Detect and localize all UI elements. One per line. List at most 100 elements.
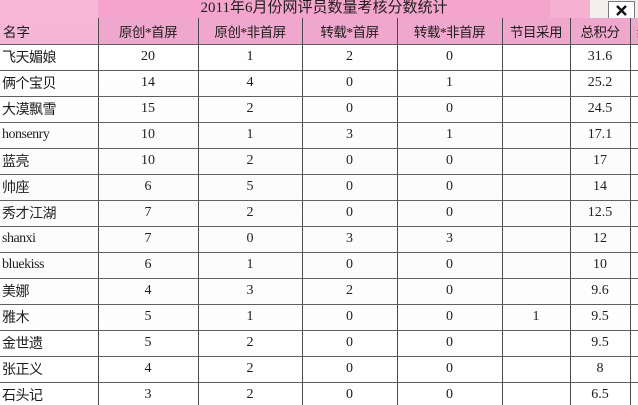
cell-total[interactable]: 9.5 (570, 304, 631, 331)
cell-orig-first[interactable]: 6 (98, 252, 199, 279)
cell-repost-first[interactable]: 0 (302, 200, 398, 227)
table-row[interactable]: 张正义42008B200 (0, 356, 638, 383)
cell-level[interactable]: B (630, 278, 638, 305)
cell-program-used[interactable] (502, 356, 571, 383)
cell-name[interactable]: 帅座 (0, 174, 99, 201)
cell-total[interactable]: 17.1 (570, 122, 631, 149)
cell-total[interactable]: 25.2 (570, 70, 631, 97)
column-header-program-used[interactable]: 节目采用 (502, 18, 571, 45)
cell-program-used[interactable]: 1 (502, 304, 571, 331)
cell-total[interactable]: 8 (570, 356, 631, 383)
cell-orig-first[interactable]: 3 (98, 382, 199, 405)
cell-level[interactable]: B (630, 382, 638, 405)
cell-name[interactable]: 蓝亮 (0, 148, 99, 175)
cell-program-used[interactable] (502, 382, 571, 405)
cell-level[interactable]: B (630, 252, 638, 279)
cell-total[interactable]: 14 (570, 174, 631, 201)
cell-orig-nonfirst[interactable]: 1 (198, 122, 303, 149)
cell-orig-nonfirst[interactable]: 2 (198, 200, 303, 227)
cell-name[interactable]: 美娜 (0, 278, 99, 305)
column-header-orig-nonfirst[interactable]: 原创*非首屏 (198, 18, 303, 45)
cell-orig-first[interactable]: 4 (98, 278, 199, 305)
cell-total[interactable]: 9.6 (570, 278, 631, 305)
cell-total[interactable]: 17 (570, 148, 631, 175)
cell-repost-nonfirst[interactable]: 1 (397, 70, 503, 97)
column-header-repost-nonfirst[interactable]: 转载*非首屏 (397, 18, 503, 45)
cell-level[interactable]: S (630, 96, 638, 123)
cell-level[interactable]: S (630, 70, 638, 97)
cell-orig-nonfirst[interactable]: 5 (198, 174, 303, 201)
cell-repost-first[interactable]: 0 (302, 330, 398, 357)
cell-repost-first[interactable]: 0 (302, 70, 398, 97)
cell-orig-first[interactable]: 5 (98, 304, 199, 331)
cell-program-used[interactable] (502, 96, 571, 123)
cell-orig-nonfirst[interactable]: 3 (198, 278, 303, 305)
cell-program-used[interactable] (502, 70, 571, 97)
cell-program-used[interactable] (502, 200, 571, 227)
cell-total[interactable]: 31.6 (570, 44, 631, 71)
column-header-repost-first[interactable]: 转载*首屏 (302, 18, 398, 45)
cell-level[interactable]: B (630, 356, 638, 383)
cell-repost-nonfirst[interactable]: 0 (397, 96, 503, 123)
cell-orig-nonfirst[interactable]: 1 (198, 304, 303, 331)
cell-repost-first[interactable]: 2 (302, 44, 398, 71)
cell-orig-first[interactable]: 14 (98, 70, 199, 97)
cell-orig-first[interactable]: 10 (98, 148, 199, 175)
cell-repost-nonfirst[interactable]: 0 (397, 330, 503, 357)
cell-repost-first[interactable]: 0 (302, 252, 398, 279)
cell-level[interactable]: A (630, 200, 638, 227)
cell-repost-nonfirst[interactable]: 0 (397, 304, 503, 331)
table-row[interactable]: 帅座650014A300 (0, 174, 638, 201)
cell-name[interactable]: 秀才江湖 (0, 200, 99, 227)
cell-orig-first[interactable]: 7 (98, 226, 199, 253)
cell-orig-nonfirst[interactable]: 2 (198, 356, 303, 383)
cell-orig-first[interactable]: 5 (98, 330, 199, 357)
cell-repost-nonfirst[interactable]: 0 (397, 44, 503, 71)
cell-repost-nonfirst[interactable]: 1 (397, 122, 503, 149)
cell-repost-nonfirst[interactable]: 0 (397, 174, 503, 201)
cell-orig-first[interactable]: 15 (98, 96, 199, 123)
cell-total[interactable]: 9.5 (570, 330, 631, 357)
cell-orig-first[interactable]: 7 (98, 200, 199, 227)
cell-program-used[interactable] (502, 44, 571, 71)
cell-name[interactable]: 飞天媚娘 (0, 44, 99, 71)
cell-repost-first[interactable]: 0 (302, 304, 398, 331)
cell-orig-nonfirst[interactable]: 0 (198, 226, 303, 253)
cell-level[interactable]: A (630, 226, 638, 253)
cell-orig-nonfirst[interactable]: 2 (198, 382, 303, 405)
cell-name[interactable]: bluekiss (0, 252, 99, 279)
column-header-orig-first[interactable]: 原创*首屏 (98, 18, 199, 45)
cell-repost-nonfirst[interactable]: 0 (397, 148, 503, 175)
cell-program-used[interactable] (502, 174, 571, 201)
cell-total[interactable]: 10 (570, 252, 631, 279)
cell-orig-nonfirst[interactable]: 1 (198, 44, 303, 71)
cell-program-used[interactable] (502, 148, 571, 175)
cell-name[interactable]: 金世遗 (0, 330, 99, 357)
cell-level[interactable]: B (630, 330, 638, 357)
column-header-name[interactable]: 名字 (0, 18, 99, 45)
cell-level[interactable]: B (630, 304, 638, 331)
cell-repost-nonfirst[interactable]: 0 (397, 278, 503, 305)
cell-repost-nonfirst[interactable]: 0 (397, 252, 503, 279)
cell-orig-nonfirst[interactable]: 2 (198, 148, 303, 175)
cell-orig-first[interactable]: 4 (98, 356, 199, 383)
cell-level[interactable]: A (630, 122, 638, 149)
cell-total[interactable]: 24.5 (570, 96, 631, 123)
cell-repost-first[interactable]: 3 (302, 122, 398, 149)
cell-program-used[interactable] (502, 226, 571, 253)
table-row[interactable]: bluekiss610010B200 (0, 252, 638, 279)
cell-program-used[interactable] (502, 252, 571, 279)
cell-repost-first[interactable]: 0 (302, 382, 398, 405)
cell-name[interactable]: 俩个宝贝 (0, 70, 99, 97)
cell-repost-nonfirst[interactable]: 0 (397, 356, 503, 383)
cell-repost-nonfirst[interactable]: 3 (397, 226, 503, 253)
cell-level[interactable]: A (630, 174, 638, 201)
cell-orig-nonfirst[interactable]: 1 (198, 252, 303, 279)
cell-total[interactable]: 12.5 (570, 200, 631, 227)
